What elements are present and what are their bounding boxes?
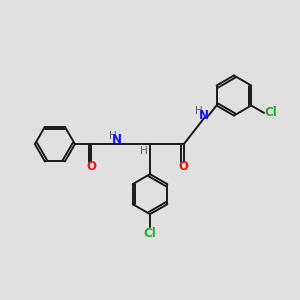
Text: H: H (140, 146, 147, 156)
Text: N: N (112, 133, 122, 146)
Text: N: N (199, 109, 208, 122)
Text: H: H (109, 131, 116, 141)
Text: H: H (195, 106, 203, 116)
Text: Cl: Cl (144, 227, 156, 240)
Text: O: O (179, 160, 189, 173)
Text: Cl: Cl (264, 106, 277, 119)
Text: O: O (86, 160, 96, 173)
